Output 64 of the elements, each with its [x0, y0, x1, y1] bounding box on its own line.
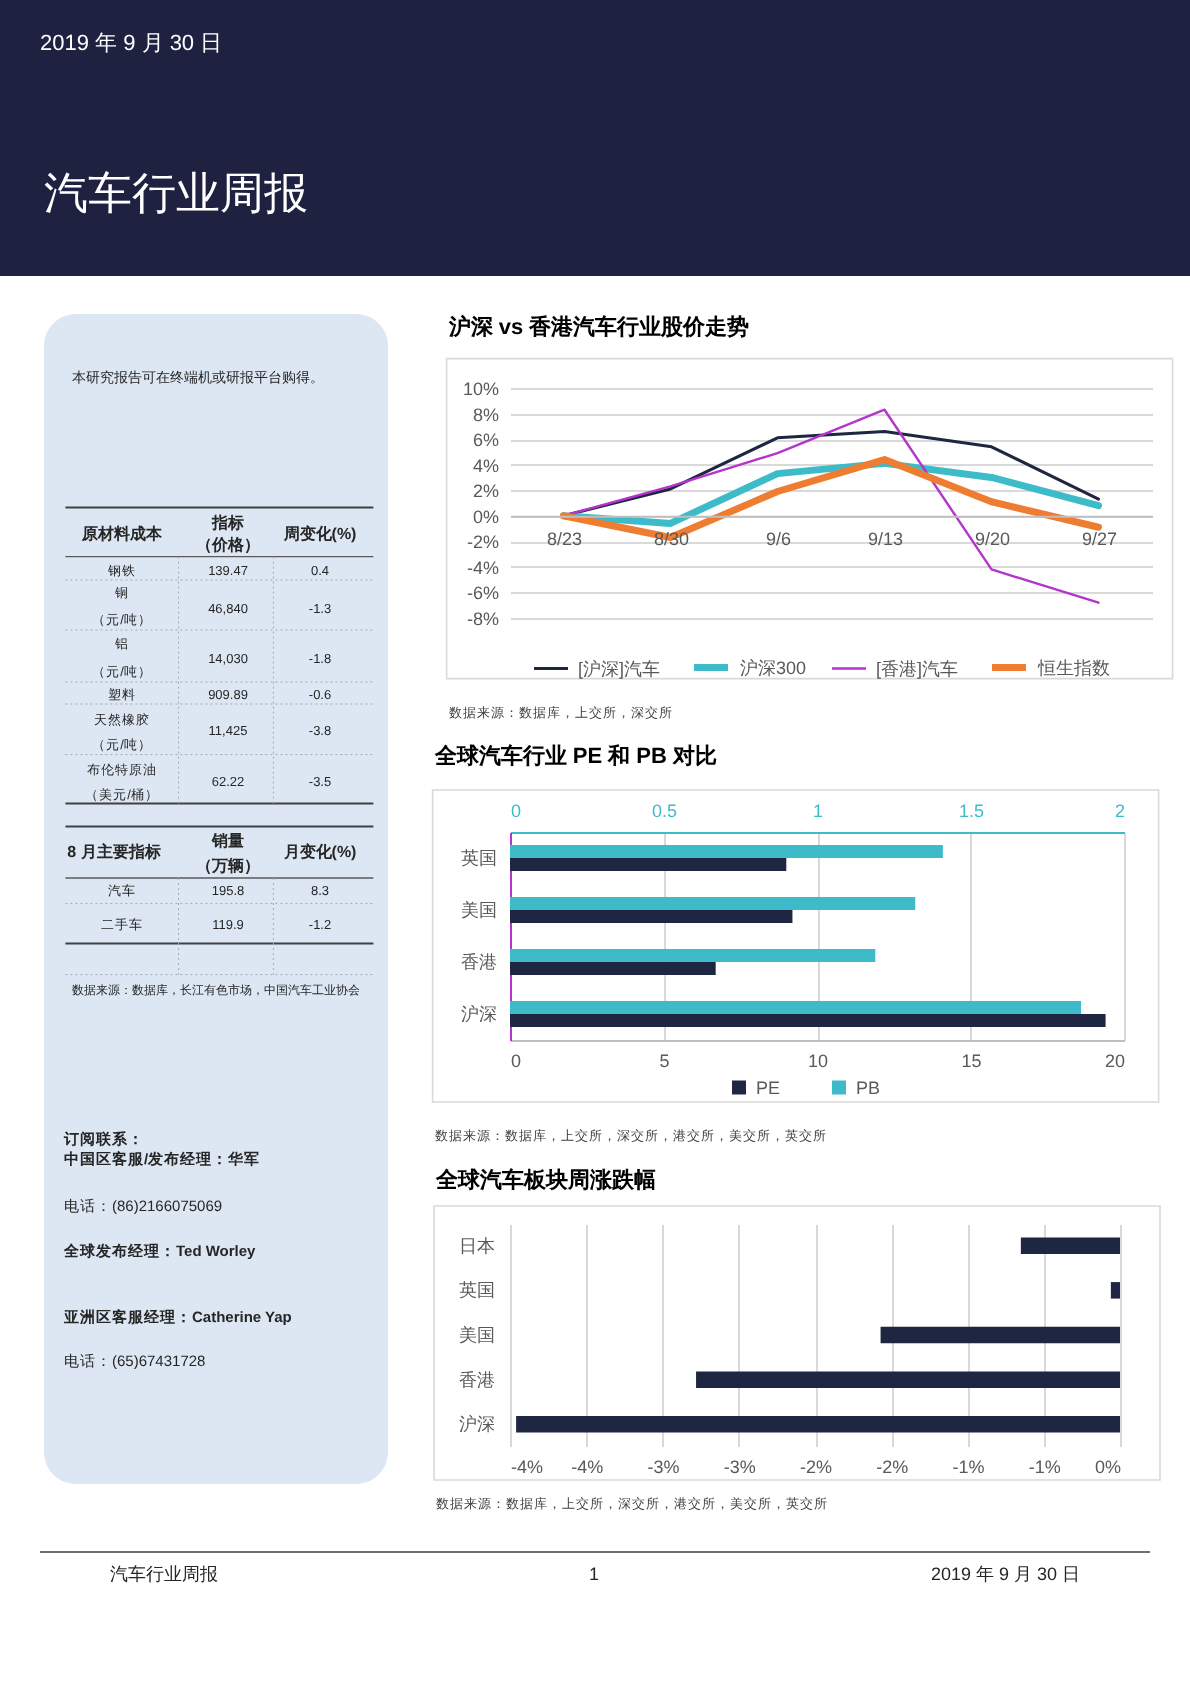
- x-tick-label: 5: [659, 1051, 670, 1071]
- y-tick-label: -8%: [466, 609, 499, 629]
- y-tick-label: 美国: [461, 900, 497, 920]
- y-tick-label: 0%: [472, 506, 499, 527]
- x-tick-label: 15: [961, 1051, 982, 1071]
- legend-label: [香港]汽车: [876, 658, 959, 679]
- x2-tick-label: 0: [511, 801, 522, 821]
- text: 销量: [210, 832, 244, 850]
- legend-label: PB: [856, 1077, 881, 1098]
- y-tick-label: 日本: [459, 1235, 495, 1256]
- text: 汽车行业周报: [44, 168, 308, 218]
- text: 原材料成本: [80, 525, 164, 544]
- x-tick-label: 8/23: [546, 528, 583, 549]
- x-tick-label: 9/6: [765, 528, 792, 549]
- text: 周变化(%): [281, 523, 358, 544]
- text: 指标: [210, 514, 244, 532]
- text: 8 月主要指标: [67, 841, 161, 862]
- x-tick-label: -4%: [511, 1457, 544, 1477]
- y-tick-label: 沪深: [459, 1414, 495, 1435]
- x2-tick-label: 1: [812, 801, 824, 821]
- x-tick-label: -2%: [799, 1457, 833, 1477]
- text: （万辆）: [196, 857, 260, 875]
- y-tick-label: 美国: [459, 1325, 495, 1345]
- x2-tick-label: 0.5: [651, 801, 678, 821]
- text: 2019 年 9 月 30 日: [930, 1564, 1080, 1584]
- y-tick-label: 香港: [459, 1369, 495, 1390]
- x-tick-label: 20: [1104, 1051, 1125, 1071]
- x-tick-label: 9/13: [867, 528, 904, 549]
- x-tick-label: -1%: [1028, 1457, 1061, 1477]
- x-tick-label: -4%: [571, 1457, 604, 1477]
- text: 汽车行业周报: [110, 1564, 218, 1584]
- y-tick-label: -4%: [466, 557, 499, 578]
- y-tick-label: 英国: [461, 848, 497, 868]
- x-tick-label: 9/20: [974, 528, 1011, 549]
- chart-title: 沪深 vs 香港汽车行业股价走势: [446, 313, 750, 340]
- legend-label: 恒生指数: [1036, 657, 1110, 678]
- y-tick-label: 沪深: [461, 1004, 497, 1024]
- text: 月变化(%): [281, 841, 358, 862]
- chart-title: 全球汽车板块周涨跌幅: [434, 1167, 656, 1194]
- text: 1: [588, 1564, 600, 1584]
- x2-tick-label: 2: [1114, 801, 1125, 821]
- y-tick-label: 英国: [459, 1280, 495, 1301]
- y-tick-label: 10%: [462, 379, 499, 399]
- x-tick-label: 0%: [1094, 1457, 1121, 1477]
- y-tick-label: 4%: [472, 455, 499, 476]
- y-tick-label: 8%: [472, 404, 499, 425]
- x-tick-label: -3%: [723, 1457, 756, 1477]
- legend-label: PE: [756, 1077, 781, 1098]
- legend-label: [沪深]汽车: [578, 658, 661, 679]
- text: （价格）: [196, 536, 260, 554]
- chart-title: 全球汽车行业 PE 和 PB 对比: [432, 743, 717, 770]
- x-tick-label: 10: [807, 1051, 829, 1071]
- x-tick-label: -1%: [952, 1457, 985, 1477]
- legend-label: 沪深300: [740, 657, 807, 678]
- x2-tick-label: 1.5: [958, 801, 985, 821]
- y-tick-label: 6%: [472, 430, 499, 451]
- y-tick-label: 2%: [472, 481, 499, 502]
- x-tick-label: -3%: [647, 1457, 680, 1477]
- x-tick-label: 0: [511, 1051, 522, 1071]
- x-tick-label: 9/27: [1081, 528, 1118, 549]
- text: 2019 年 9 月 30 日: [40, 32, 223, 56]
- y-tick-label: -6%: [466, 583, 499, 604]
- x-tick-label: -2%: [876, 1457, 909, 1477]
- y-tick-label: 香港: [461, 952, 497, 972]
